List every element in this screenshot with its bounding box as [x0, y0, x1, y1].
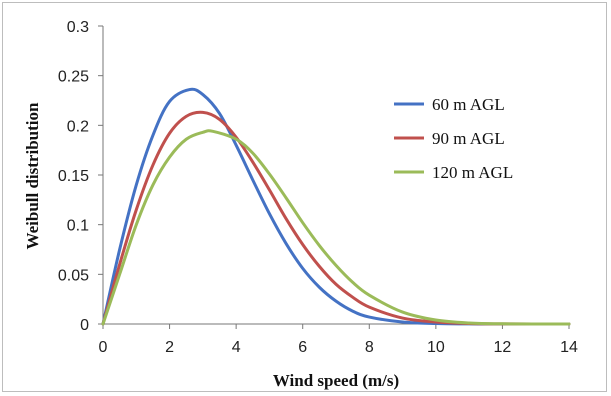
- legend: 60 m AGL 90 m AGL 120 m AGL: [394, 95, 513, 182]
- series-line-120-m-agl: [101, 129, 571, 326]
- x-tick-label: 0: [99, 339, 108, 356]
- y-tick-label: 0.2: [67, 118, 89, 135]
- x-tick-label: 6: [298, 339, 307, 356]
- y-tick-label: 0.3: [67, 19, 89, 36]
- y-tick-label: 0: [80, 317, 89, 334]
- y-axis-title: Weibull distribution: [23, 102, 42, 249]
- series-line-60-m-agl: [101, 87, 571, 326]
- x-tick-label: 4: [232, 339, 241, 356]
- y-tick-label: 0.1: [67, 218, 89, 235]
- series-lines: [101, 87, 571, 326]
- x-tick-label: 8: [365, 339, 374, 356]
- y-tick-label: 0.15: [58, 168, 89, 185]
- tick-labels: 0 0.05 0.1 0.15 0.2 0.25 0.3 0 2 4 6 8 10 12 14: [58, 19, 578, 356]
- legend-label: 90 m AGL: [432, 129, 505, 148]
- x-tick-label: 14: [560, 339, 578, 356]
- x-tick-label: 2: [165, 339, 174, 356]
- legend-label: 120 m AGL: [432, 163, 513, 182]
- y-tick-label: 0.05: [58, 267, 89, 284]
- series-line-90-m-agl: [101, 110, 571, 326]
- x-tick-label: 10: [427, 339, 445, 356]
- x-tick-label: 12: [494, 339, 512, 356]
- legend-label: 60 m AGL: [432, 95, 505, 114]
- y-tick-label: 0.25: [58, 69, 89, 86]
- x-axis-title: Wind speed (m/s): [273, 371, 399, 390]
